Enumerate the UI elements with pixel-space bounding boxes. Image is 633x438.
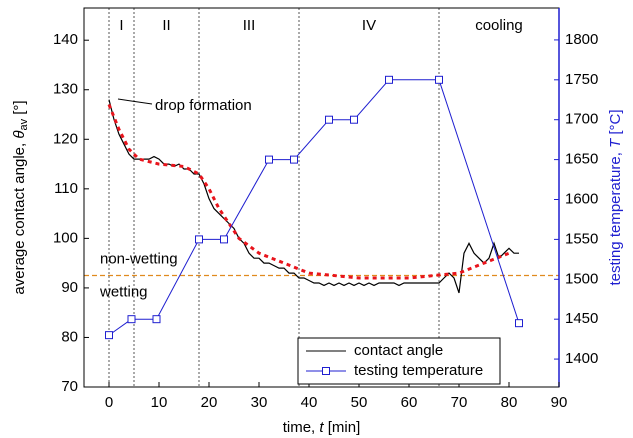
marker	[350, 115, 358, 124]
x-tick-label: 10	[151, 394, 168, 411]
marker	[435, 75, 443, 84]
x-tick-label: 40	[301, 394, 318, 411]
y-tick-label: 110	[54, 180, 78, 197]
marker	[220, 235, 228, 244]
phase-label: IV	[362, 17, 376, 34]
y2-tick-label: 1700	[565, 111, 598, 128]
y-axis-label-sub: av	[18, 118, 30, 130]
plot-frame	[83, 7, 560, 388]
y-tick-label: 120	[53, 130, 78, 147]
y-tick-label: 130	[53, 81, 78, 98]
x-tick-label: 20	[201, 394, 218, 411]
y-tick-label: 80	[61, 328, 78, 345]
x-tick-label: 50	[351, 394, 368, 411]
marker	[325, 115, 333, 124]
x-tick-label: 0	[105, 394, 113, 411]
marker	[195, 235, 203, 244]
marker	[105, 331, 113, 340]
x-tick-label: 80	[501, 394, 518, 411]
legend-label: contact angle	[354, 342, 443, 359]
legend-marker	[322, 367, 330, 375]
y2-tick-label: 1450	[565, 310, 598, 327]
annotation: non-wetting	[100, 250, 178, 267]
phase-label: I	[119, 17, 123, 34]
y2-tick-label: 1600	[565, 190, 598, 207]
y2-axis-label-symbol: T	[607, 137, 624, 148]
phase-label: cooling	[475, 17, 523, 34]
y2-axis-label-text: testing temperature,	[607, 148, 624, 286]
marker	[127, 315, 136, 324]
y-axis-label: average contact angle, θav [°]	[11, 100, 30, 294]
phase-label: III	[243, 17, 256, 34]
y2-tick-label: 1400	[565, 350, 598, 367]
y2-axis-label-unit: [°C]	[607, 109, 624, 138]
marker	[265, 155, 273, 164]
y-tick-label: 140	[53, 31, 78, 48]
y-axis-label-unit: [°]	[11, 100, 28, 119]
phase-label: II	[162, 17, 170, 34]
y2-tick-label: 1550	[565, 230, 598, 247]
x-axis-label-symbol: t	[319, 419, 324, 436]
y-tick-label: 70	[61, 378, 78, 395]
annotation: drop formation	[155, 97, 252, 114]
marker	[290, 155, 298, 164]
legend-label: testing temperature	[354, 362, 483, 379]
y-tick-label: 100	[53, 229, 78, 246]
marker	[385, 75, 393, 84]
y2-tick-label: 1650	[565, 151, 598, 168]
x-tick-label: 70	[451, 394, 468, 411]
legend-box	[297, 337, 501, 385]
marker	[515, 319, 523, 328]
y-tick-label: 90	[61, 279, 78, 296]
marker	[152, 315, 161, 324]
series-line	[108, 79, 520, 336]
y2-tick-label: 1800	[565, 31, 598, 48]
series-line	[108, 99, 519, 294]
x-tick-label: 60	[401, 394, 418, 411]
x-axis-label: time, t [min]	[283, 419, 361, 436]
annotation: wetting	[99, 283, 148, 300]
y2-axis-label: testing temperature, T [°C]	[607, 109, 624, 285]
y2-tick-label: 1750	[565, 71, 598, 88]
annotation-arrow	[117, 98, 153, 105]
y2-tick-label: 1500	[565, 270, 598, 287]
x-tick-label: 30	[251, 394, 268, 411]
y-axis-label-symbol: θ	[11, 131, 28, 139]
x-axis-label-text: time,	[283, 419, 320, 436]
x-axis-label-unit: [min]	[324, 419, 361, 436]
x-tick-label: 90	[551, 394, 568, 411]
y-axis-label-text: average contact angle,	[11, 139, 28, 295]
